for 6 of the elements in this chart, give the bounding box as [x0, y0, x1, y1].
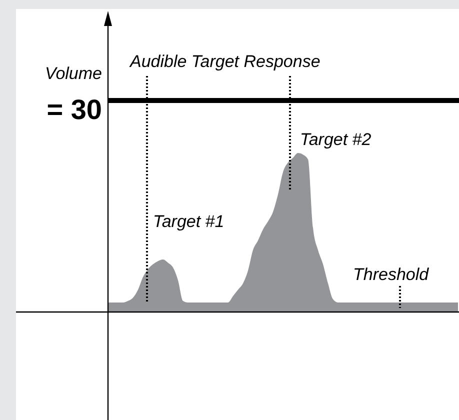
text: Audible Target Response [129, 52, 320, 71]
text: Target #2 [300, 130, 372, 149]
annotation: Target #1 [153, 212, 224, 231]
text: = 30 [46, 94, 102, 125]
text: Volume [44, 64, 102, 83]
annotation: Threshold [353, 265, 430, 284]
